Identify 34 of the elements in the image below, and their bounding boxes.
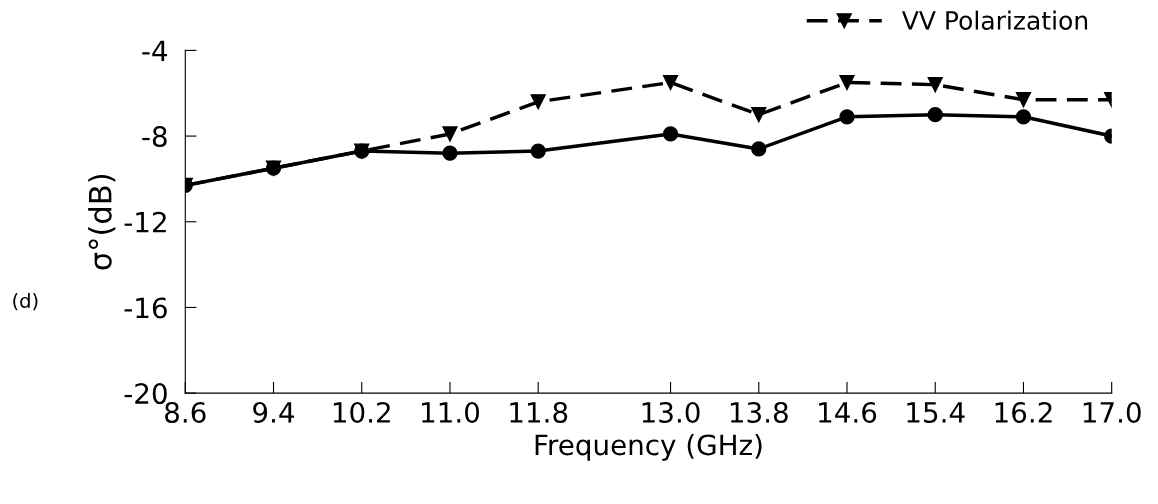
point <box>751 107 767 123</box>
x-axis-title: Frequency (GHz) <box>535 433 762 461</box>
x-tick-label: 11.8 <box>510 401 568 423</box>
x-tick-label: 10.2 <box>333 401 390 423</box>
legend-label: VV Polarization <box>901 10 1088 30</box>
y-tick-label: -8 <box>142 126 167 148</box>
x-tick-label: 9.4 <box>253 401 295 423</box>
point <box>442 145 458 161</box>
x-tick-label: 11.0 <box>422 401 480 423</box>
x-tick-label: 15.4 <box>907 402 965 423</box>
point <box>530 94 546 110</box>
x-tick-label: 17.0 <box>1083 401 1141 423</box>
point <box>839 74 855 91</box>
point <box>662 74 679 91</box>
point <box>530 143 546 159</box>
point <box>751 141 767 157</box>
point <box>1015 109 1032 125</box>
point <box>927 77 943 93</box>
y-tick-label: -20 <box>124 383 167 405</box>
point <box>839 109 855 125</box>
x-tick-label: 13.0 <box>642 401 700 423</box>
y-tick-label: -12 <box>124 211 166 233</box>
y-tick-label: -16 <box>124 297 167 319</box>
point <box>927 107 943 123</box>
point <box>1015 92 1032 108</box>
x-tick-label: 13.8 <box>730 401 788 423</box>
x-tick-label: 16.2 <box>995 401 1052 423</box>
y-tick-label: -4 <box>142 40 168 61</box>
point <box>442 126 458 142</box>
y-axis-title: σ°(dB) <box>88 174 116 270</box>
x-tick-label: 14.6 <box>819 401 877 423</box>
text: (d) <box>13 292 38 311</box>
point <box>662 126 679 142</box>
x-tick-label: 8.6 <box>165 401 206 423</box>
